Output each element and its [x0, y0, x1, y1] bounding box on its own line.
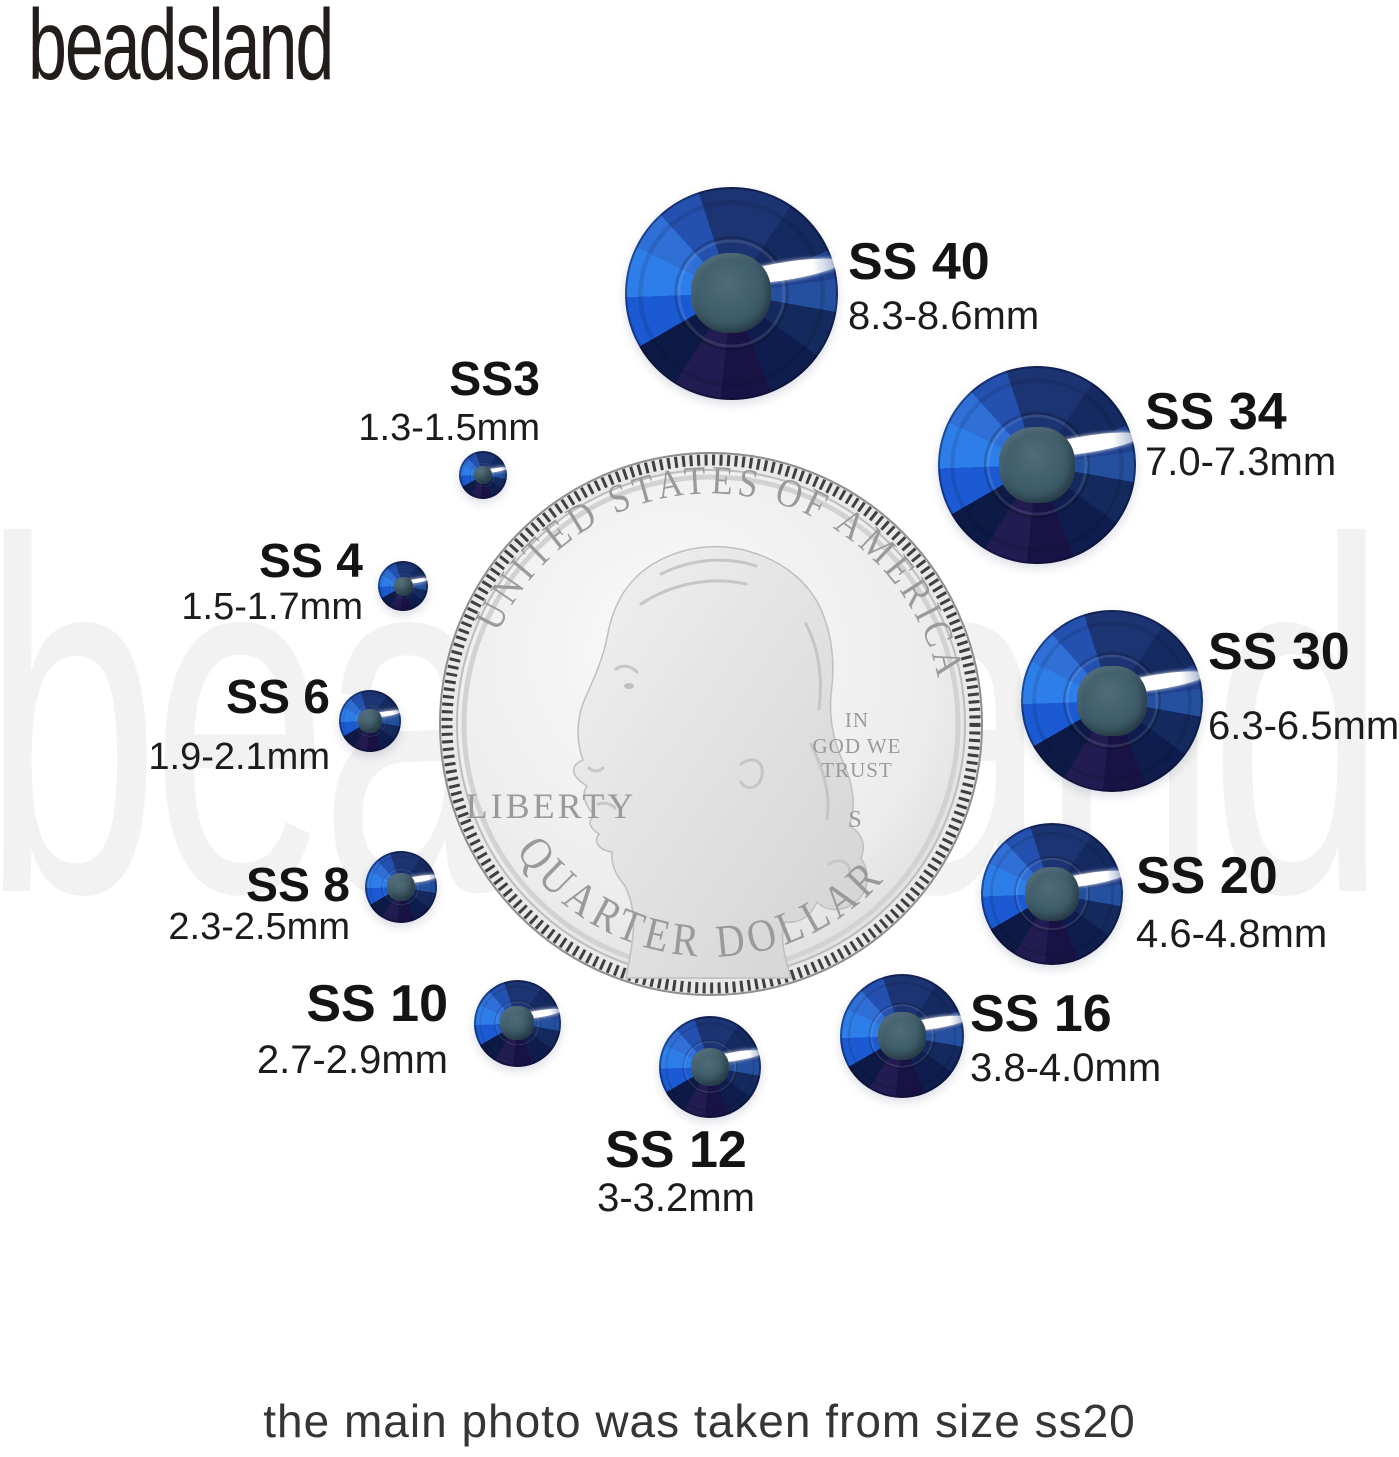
- washington-profile: [573, 545, 868, 979]
- stone-table-ss30: [1077, 666, 1147, 736]
- stone-table-ss40: [690, 252, 772, 334]
- size-range-ss8: 2.3-2.5mm: [168, 906, 350, 948]
- size-range-ss12: 3-3.2mm: [597, 1176, 755, 1220]
- stone-table-ss12: [690, 1047, 730, 1087]
- size-label-ss34: SS 34: [1145, 383, 1287, 441]
- footer-caption: the main photo was taken from size ss20: [263, 1395, 1136, 1447]
- hair-detail-strokes: [587, 558, 852, 878]
- motto-line-3: TRUST: [821, 758, 893, 782]
- stone-table-ss16: [878, 1012, 926, 1060]
- size-label-ss10: SS 10: [306, 975, 448, 1033]
- rhinestone-ss8: [365, 851, 439, 923]
- size-range-ss10: 2.7-2.9mm: [256, 1038, 448, 1082]
- size-range-ss3: 1.3-1.5mm: [358, 407, 540, 449]
- quarter-coin: UNITED STATES OF AMERICA QUARTER DOLLAR …: [439, 452, 983, 996]
- size-range-ss6: 1.9-2.1mm: [148, 736, 330, 778]
- size-label-ss20: SS 20: [1136, 847, 1278, 905]
- size-label-ss8: SS 8: [245, 859, 350, 912]
- rhinestone-ss6: [339, 690, 403, 752]
- rhinestone-ss20: [981, 823, 1126, 965]
- size-label-ss4: SS 4: [258, 535, 363, 588]
- stone-table-ss6: [358, 709, 382, 733]
- size-label-ss30: SS 30: [1208, 623, 1350, 681]
- stone-table-ss4: [393, 576, 413, 596]
- size-range-ss30: 6.3-6.5mm: [1208, 704, 1399, 748]
- motto-line-1: IN: [845, 708, 869, 732]
- rhinestone-ss4: [378, 561, 430, 611]
- stone-table-ss10: [500, 1006, 534, 1040]
- rhinestone-ss10: [473, 979, 563, 1067]
- rhinestone-ss40: [624, 186, 842, 400]
- stone-table-ss8: [387, 873, 415, 901]
- size-range-ss16: 3.8-4.0mm: [970, 1046, 1162, 1090]
- size-label-ss6: SS 6: [225, 671, 330, 724]
- mint-mark: S: [848, 807, 861, 833]
- size-range-ss20: 4.6-4.8mm: [1136, 912, 1328, 956]
- brand-logo: beadsland: [28, 0, 334, 101]
- rhinestone-ss3: [459, 451, 508, 499]
- rhinestone-ss16: [840, 974, 967, 1098]
- size-label-ss40: SS 40: [848, 233, 990, 291]
- size-label-ss16: SS 16: [970, 985, 1112, 1043]
- rhinestone-ss30: [1021, 610, 1207, 792]
- liberty-inscription: LIBERTY: [466, 786, 637, 826]
- coin-reeded-edge: [441, 454, 981, 994]
- eye: [624, 683, 634, 689]
- size-range-ss34: 7.0-7.3mm: [1145, 440, 1337, 484]
- size-range-ss4: 1.5-1.7mm: [181, 586, 363, 628]
- size-label-ss12: SS 12: [605, 1121, 747, 1179]
- stone-table-ss34: [999, 427, 1075, 503]
- rhinestone-ss34: [938, 366, 1140, 564]
- stone-table-ss3: [473, 465, 493, 485]
- rhinestone-ss12: [659, 1016, 764, 1118]
- size-range-ss40: 8.3-8.6mm: [848, 294, 1040, 338]
- stone-table-ss20: [1025, 867, 1079, 921]
- size-label-ss3: SS3: [449, 353, 540, 406]
- motto-line-2: GOD WE: [812, 734, 901, 758]
